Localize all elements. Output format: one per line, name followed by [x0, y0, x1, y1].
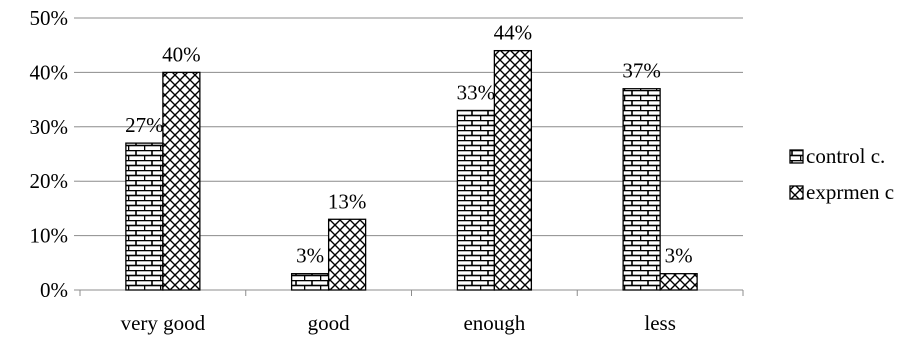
data-label: 13%	[328, 189, 367, 213]
data-label: 44%	[494, 21, 533, 45]
bar-brick-0	[125, 142, 164, 291]
y-tick-label: 40%	[30, 60, 69, 84]
legend-label: control c.	[806, 144, 885, 168]
legend-label: exprmen c	[806, 180, 894, 204]
data-label: 33%	[457, 80, 496, 104]
bar-brick-1	[290, 273, 330, 291]
data-label: 3%	[665, 244, 693, 268]
data-label: 37%	[622, 59, 661, 83]
y-tick-label: 10%	[30, 224, 69, 248]
data-label: 3%	[296, 244, 324, 268]
bar-brick-3	[622, 88, 661, 291]
data-label: 40%	[162, 42, 201, 66]
y-tick-label: 20%	[30, 169, 69, 193]
category-label: enough	[463, 311, 525, 335]
y-tick-label: 30%	[30, 115, 69, 139]
bar-crosshatch-2	[493, 49, 533, 291]
x-axis-categories: very good good enough less	[121, 311, 676, 335]
bar-brick-2	[456, 109, 496, 291]
category-label: good	[308, 311, 351, 335]
data-label: 27%	[125, 113, 164, 137]
category-label: less	[644, 311, 676, 335]
bar-crosshatch-1	[327, 218, 367, 291]
legend: control c. exprmen c	[789, 144, 894, 204]
bar-crosshatch-0	[162, 71, 201, 291]
legend-swatch-brick	[789, 149, 804, 164]
data-labels: 27% 40% 3% 13% 33% 44% 37% 3%	[125, 21, 693, 268]
bar-crosshatch-3	[659, 273, 698, 291]
bars	[125, 49, 698, 291]
category-label: very good	[121, 311, 206, 335]
y-axis-ticks: 0% 10% 20% 30% 40% 50%	[30, 6, 69, 302]
legend-swatch-crosshatch	[789, 185, 804, 200]
y-tick-label: 0%	[40, 278, 68, 302]
y-tick-label: 50%	[30, 6, 69, 30]
